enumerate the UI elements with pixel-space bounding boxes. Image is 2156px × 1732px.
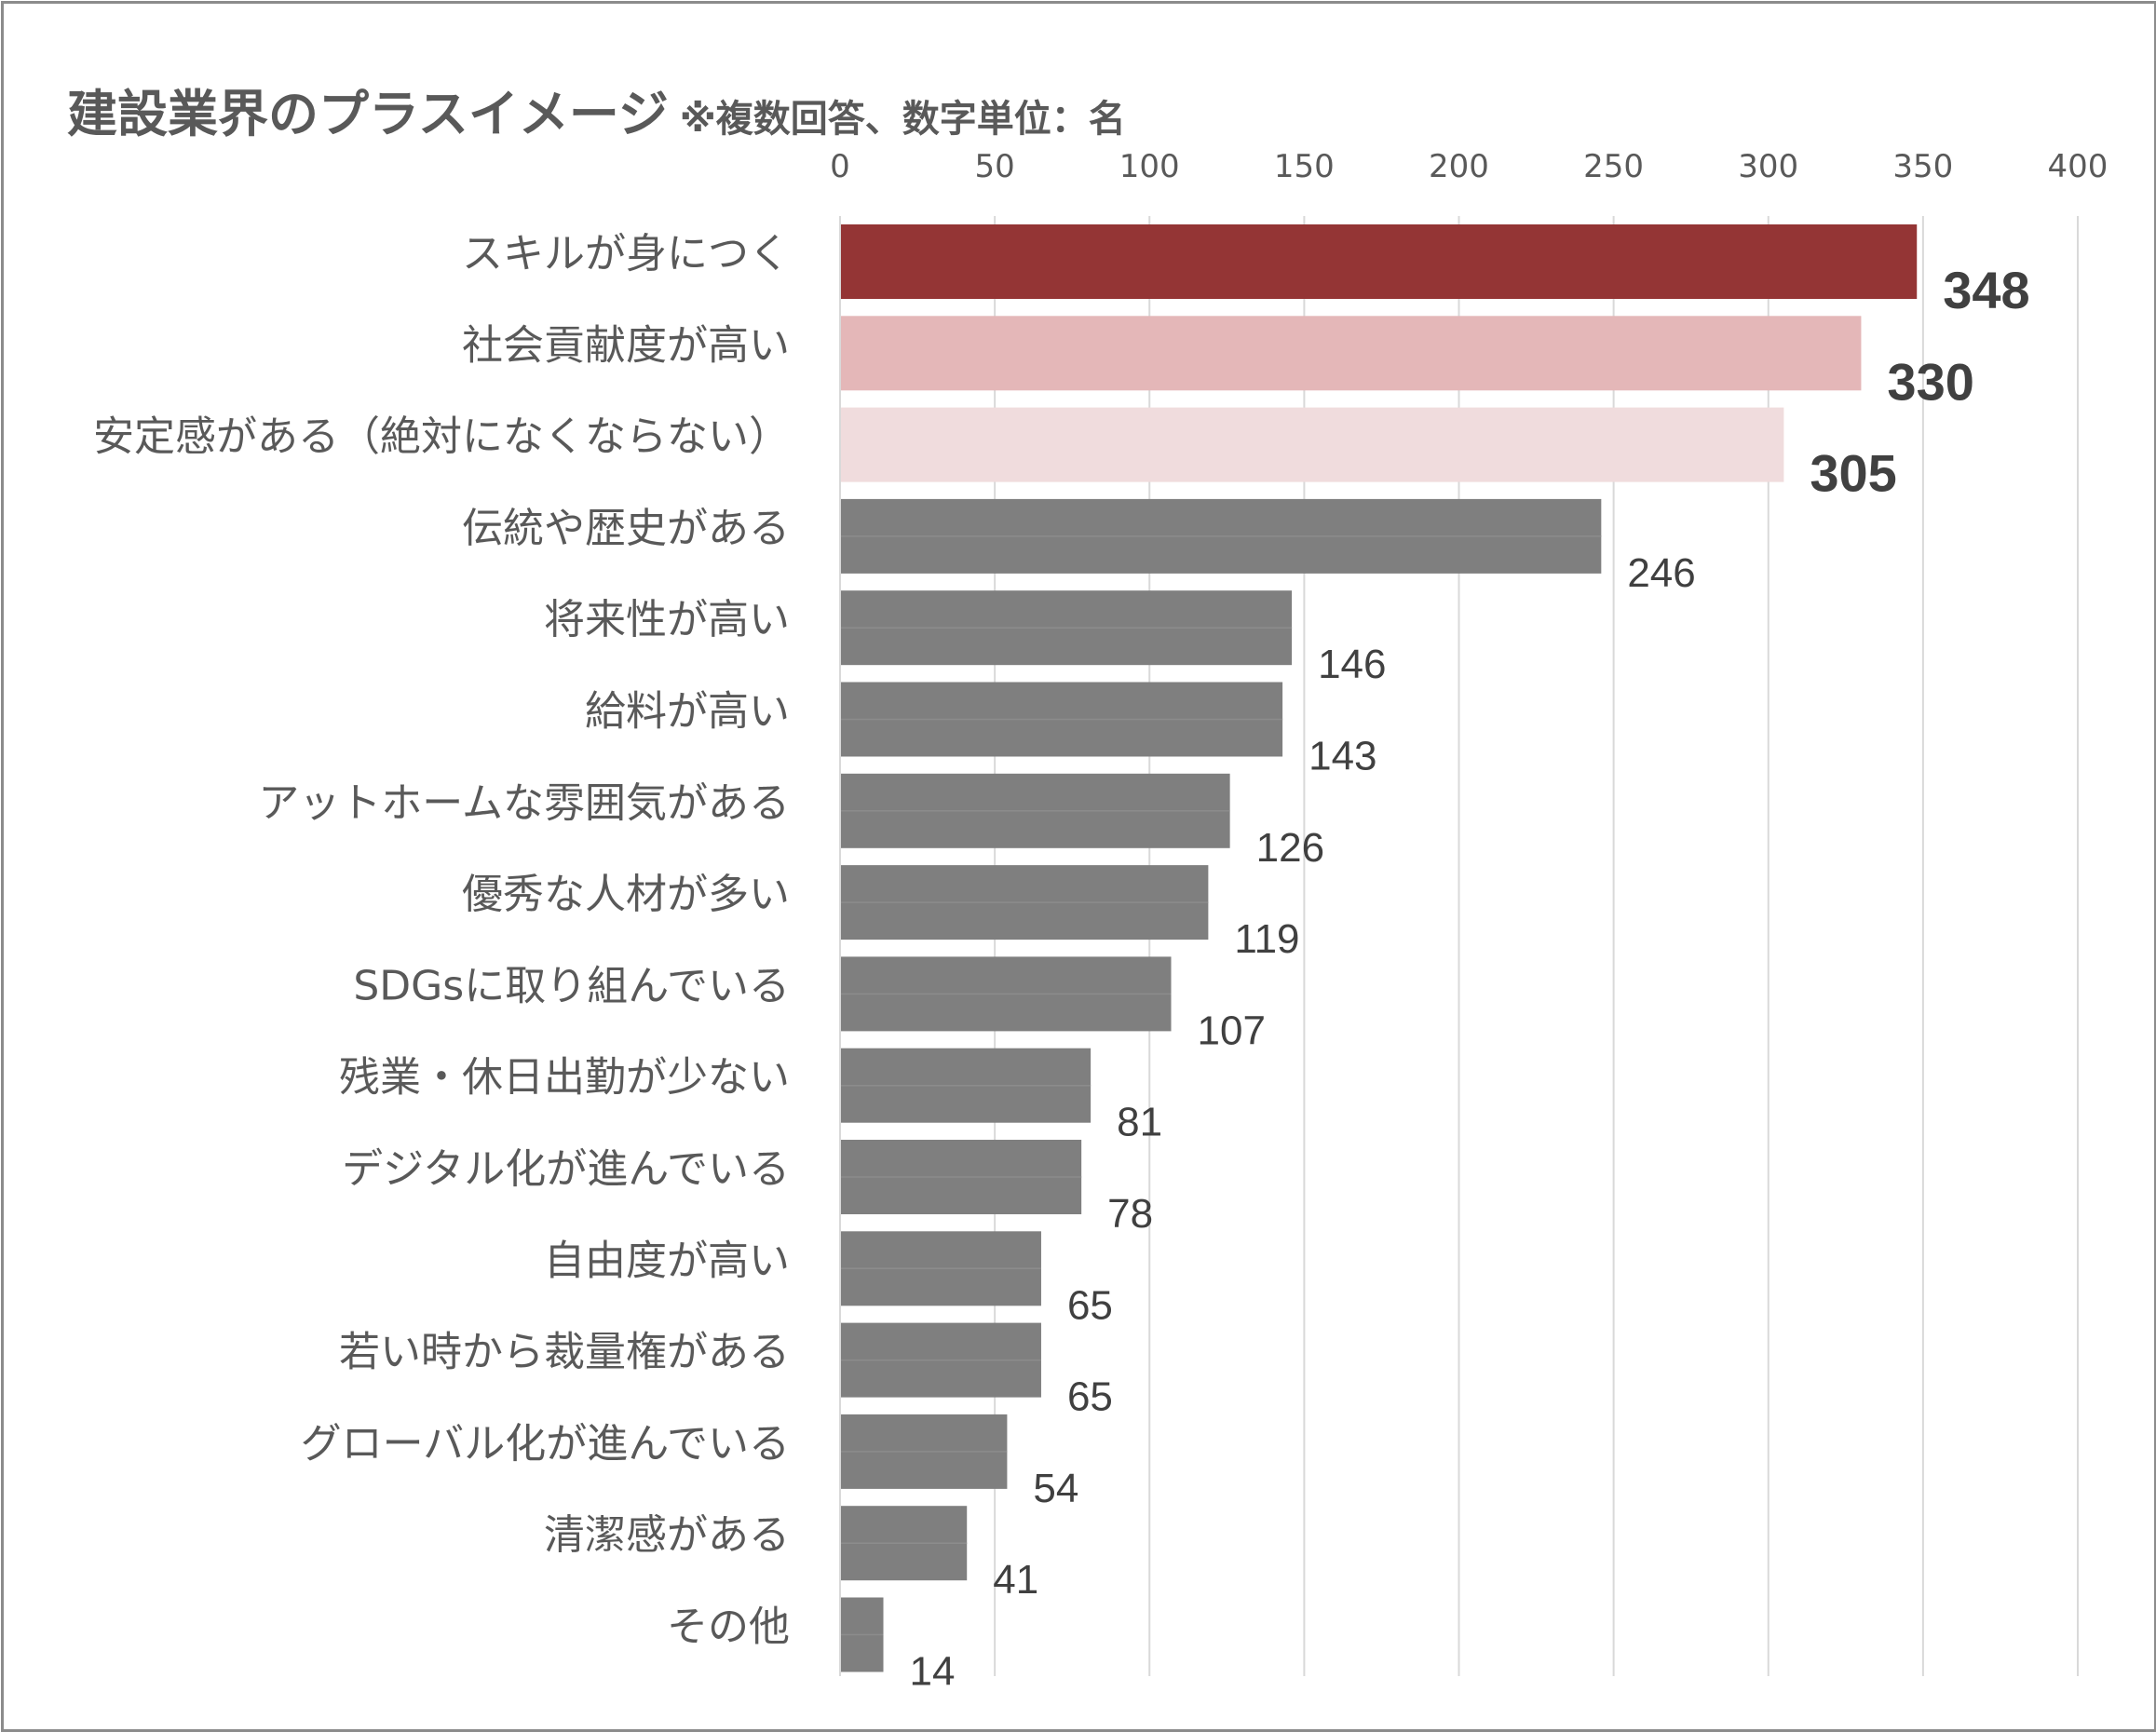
- category-label: スキルが身につく: [462, 230, 790, 277]
- category-label: 将来性が高い: [544, 596, 790, 643]
- data-label: 126: [1256, 825, 1324, 871]
- category-label: 社会貢献度が高い: [462, 321, 790, 369]
- category-label: デジタル化が進んでいる: [342, 1145, 790, 1193]
- category-label: 優秀な人材が多い: [462, 871, 790, 918]
- category-label: 伝統や歴史がある: [462, 505, 790, 552]
- x-tick-label: 300: [1738, 148, 1798, 185]
- data-label: 305: [1810, 444, 1896, 503]
- chart-title: 建設業界のプラスイメージ: [67, 85, 669, 143]
- x-tick-label: 50: [974, 148, 1014, 185]
- category-label: SDGsに取り組んでいる: [353, 962, 790, 1009]
- data-label: 78: [1107, 1191, 1153, 1237]
- data-label: 65: [1067, 1282, 1113, 1328]
- chart-subtitle: ※複数回答、数字単位：名: [679, 98, 1126, 141]
- category-label: 自由度が高い: [544, 1237, 790, 1284]
- category-label: その他: [667, 1603, 790, 1651]
- x-tick-label: 250: [1583, 148, 1644, 185]
- category-label: 安定感がある（絶対になくならない）: [93, 413, 790, 461]
- category-label: 残業・休日出勤が少ない: [339, 1054, 790, 1102]
- category-label: 清潔感がある: [544, 1511, 790, 1559]
- data-label: 330: [1887, 352, 1973, 411]
- data-label: 65: [1067, 1374, 1113, 1420]
- data-label: 146: [1318, 642, 1386, 687]
- data-label: 81: [1117, 1100, 1162, 1145]
- data-label: 107: [1198, 1008, 1266, 1053]
- bar: [840, 316, 1862, 391]
- x-tick-label: 200: [1429, 148, 1489, 185]
- category-label: 給料が高い: [585, 688, 790, 736]
- bar: [840, 224, 1918, 299]
- x-tick-label: 350: [1892, 148, 1953, 185]
- x-tick-label: 150: [1274, 148, 1335, 185]
- data-label: 143: [1309, 734, 1376, 779]
- category-label: グローバル化が進んでいる: [301, 1420, 790, 1468]
- chart-title-block: 建設業界のプラスイメージ ※複数回答、数字単位：名: [67, 73, 1126, 146]
- x-tick-label: 400: [2048, 148, 2109, 185]
- data-label: 246: [1627, 550, 1695, 596]
- bar: [840, 407, 1784, 482]
- category-label: アットホームな雰囲気がある: [258, 779, 790, 827]
- x-tick-label: 100: [1119, 148, 1180, 185]
- data-label: 348: [1943, 261, 2029, 319]
- data-label: 119: [1234, 916, 1299, 962]
- category-label: 若い時から裁量権がある: [339, 1329, 790, 1376]
- data-label: 14: [910, 1649, 956, 1695]
- data-label: 54: [1033, 1466, 1078, 1511]
- x-tick-label: 0: [830, 148, 850, 185]
- data-label: 41: [993, 1557, 1038, 1603]
